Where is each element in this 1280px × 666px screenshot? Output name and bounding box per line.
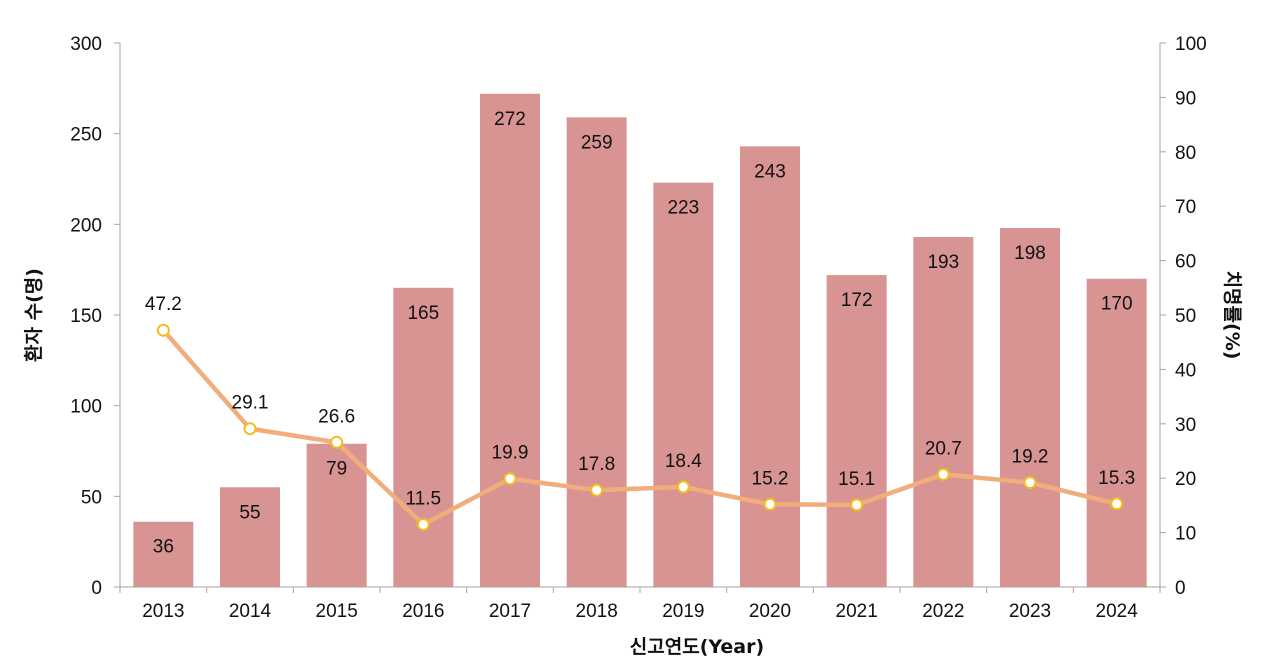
- line-marker-2014: [243, 422, 257, 436]
- x-tick-label: 2024: [1096, 601, 1139, 622]
- x-tick-label: 2018: [576, 601, 618, 622]
- line-marker-2023: [1023, 476, 1037, 490]
- line-value-label: 18.4: [665, 451, 702, 472]
- x-axis-title: 신고연도(Year): [630, 636, 764, 658]
- line-value-label: 15.2: [752, 468, 789, 489]
- line-value-label: 47.2: [145, 294, 182, 315]
- bar-2017: [480, 93, 540, 588]
- bar-2024: [1086, 278, 1147, 587]
- line-series: [156, 323, 1124, 531]
- line-value-label: 15.1: [838, 469, 875, 490]
- left-y-tick-label: 300: [70, 34, 102, 55]
- line-marker-2016: [416, 517, 430, 531]
- line-value-label: 26.6: [318, 406, 355, 427]
- line-marker-2015: [330, 435, 344, 449]
- line-value-label: 11.5: [406, 488, 442, 509]
- bar-2021: [826, 275, 887, 587]
- bar-value-label: 259: [581, 132, 613, 153]
- right-y-tick-label: 30: [1175, 415, 1196, 436]
- right-y-tick-label: 70: [1175, 197, 1196, 218]
- right-y-tick-label: 0: [1175, 578, 1186, 599]
- axes: 0 50 100 150 200 250 300 0 10 20 30 40 50 60 70 80 90 100…: [70, 34, 1206, 622]
- line-value-label: 15.3: [1098, 468, 1135, 489]
- right-y-tick-label: 50: [1175, 306, 1196, 327]
- left-y-tick-label: 100: [70, 397, 102, 418]
- x-tick-label: 2014: [229, 601, 272, 622]
- line-value-label: 17.8: [578, 454, 615, 475]
- line-marker-2017: [503, 472, 517, 486]
- bar-2016: [393, 287, 454, 587]
- x-tick-label: 2021: [836, 601, 878, 622]
- bar-2018: [566, 117, 627, 587]
- bar-value-label: 272: [494, 109, 526, 130]
- bar-2014: [220, 487, 280, 587]
- x-tick-label: 2013: [142, 601, 184, 622]
- right-y-tick-label: 10: [1175, 524, 1196, 545]
- line-value-label: 29.1: [232, 393, 269, 414]
- right-y-axis-title: 치명률(%): [1221, 271, 1243, 360]
- line-value-label: 19.9: [492, 443, 529, 464]
- bar-value-label: 198: [1014, 243, 1046, 264]
- bar-value-label: 79: [326, 459, 347, 480]
- bar-value-label: 172: [841, 290, 873, 311]
- x-tick-label: 2022: [922, 601, 964, 622]
- right-y-tick-label: 60: [1175, 252, 1196, 273]
- line-marker-2019: [676, 480, 690, 494]
- right-y-tick-label: 100: [1175, 34, 1207, 55]
- bar-value-label: 243: [754, 161, 786, 182]
- x-tick-label: 2020: [749, 601, 791, 622]
- x-tick-label: 2017: [489, 601, 531, 622]
- bar-value-label: 193: [927, 252, 959, 273]
- line-marker-2024: [1110, 497, 1124, 511]
- right-y-tick-label: 20: [1175, 469, 1196, 490]
- bar-value-label: 36: [153, 537, 174, 558]
- x-tick-label: 2016: [402, 601, 444, 622]
- bar-2013: [133, 521, 194, 587]
- bar-series: [133, 93, 1147, 588]
- bar-value-label: 55: [239, 502, 260, 523]
- bar-value-label: 170: [1101, 294, 1133, 315]
- left-y-tick-label: 0: [91, 578, 102, 599]
- x-tick-label: 2019: [662, 601, 704, 622]
- line-marker-2018: [590, 483, 604, 497]
- bar-2022: [913, 237, 974, 587]
- right-y-tick-label: 80: [1175, 143, 1196, 164]
- left-y-tick-label: 50: [81, 487, 102, 508]
- left-y-tick-label: 200: [70, 215, 102, 236]
- bar-2023: [1000, 227, 1060, 587]
- line-marker-2020: [763, 497, 777, 511]
- bar-value-label: 165: [407, 303, 439, 324]
- left-y-tick-label: 250: [70, 125, 102, 146]
- right-y-tick-label: 40: [1175, 360, 1196, 381]
- left-y-axis-title: 환자 수(명): [23, 268, 45, 362]
- line-value-label: 20.7: [925, 438, 962, 459]
- line-value-label: 19.2: [1012, 447, 1049, 468]
- x-tick-label: 2015: [316, 601, 358, 622]
- bar-value-label: 223: [667, 198, 699, 219]
- left-y-tick-label: 150: [70, 306, 102, 327]
- line-marker-2021: [850, 498, 864, 512]
- right-y-tick-label: 90: [1175, 88, 1196, 109]
- bar-2020: [740, 146, 800, 588]
- line-marker-2013: [156, 323, 170, 337]
- bar-2015: [306, 443, 367, 587]
- fatality-rate-line: [161, 327, 1119, 527]
- data-labels: 36 55 79 165 272 259 223 243 172 193 198 170 47.2 29.…: [145, 109, 1135, 558]
- bar-2019: [653, 182, 714, 588]
- x-tick-label: 2023: [1009, 601, 1051, 622]
- line-marker-2022: [936, 467, 950, 481]
